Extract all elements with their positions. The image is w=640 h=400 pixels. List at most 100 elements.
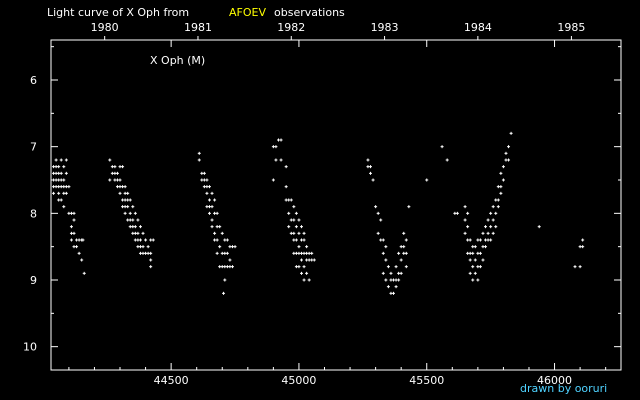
data-point [399, 271, 403, 275]
data-point [471, 265, 475, 269]
data-point [478, 238, 482, 242]
data-point [279, 138, 283, 142]
data-point [113, 178, 117, 182]
data-point [399, 258, 403, 262]
y-tick-label: 7 [30, 141, 37, 154]
data-point [200, 171, 204, 175]
data-point [126, 198, 130, 202]
data-point [279, 158, 283, 162]
data-point [64, 158, 68, 162]
data-point [369, 165, 373, 169]
data-point [67, 185, 71, 189]
data-point [299, 238, 303, 242]
data-point [131, 218, 135, 222]
data-point [445, 158, 449, 162]
data-point [484, 225, 488, 229]
data-point [292, 205, 296, 209]
data-point [52, 191, 56, 195]
chart-title-suffix: observations [274, 6, 345, 19]
data-point [118, 178, 122, 182]
data-point [369, 171, 373, 175]
data-point [146, 251, 150, 255]
data-point [499, 191, 503, 195]
data-point [80, 258, 84, 262]
data-point [228, 265, 232, 269]
series-label: X Oph (M) [150, 54, 205, 67]
data-point [466, 211, 470, 215]
data-point [64, 171, 68, 175]
year-label: 1985 [557, 21, 585, 34]
data-point [149, 258, 153, 262]
data-point [223, 251, 227, 255]
data-point [197, 151, 201, 155]
data-point [381, 271, 385, 275]
data-point [491, 218, 495, 222]
data-point [233, 245, 237, 249]
plot-frame [50, 39, 622, 371]
data-point [476, 238, 480, 242]
data-point [484, 238, 488, 242]
data-point [210, 218, 214, 222]
data-point [200, 178, 204, 182]
data-point [537, 225, 541, 229]
data-point [297, 231, 301, 235]
data-point [64, 185, 68, 189]
data-point [289, 218, 293, 222]
data-point [146, 245, 150, 249]
data-point [77, 251, 81, 255]
data-point [299, 258, 303, 262]
data-point [578, 245, 582, 249]
data-point [57, 198, 61, 202]
data-point [64, 191, 68, 195]
data-point [210, 225, 214, 229]
data-point [75, 245, 79, 249]
data-point [131, 205, 135, 209]
data-point [138, 238, 142, 242]
data-point [294, 211, 298, 215]
y-axis: 6 7 8 9 10 [23, 46, 621, 354]
data-point [62, 205, 66, 209]
data-point [496, 205, 500, 209]
data-point [72, 245, 76, 249]
data-point [118, 185, 122, 189]
data-point [54, 178, 58, 182]
data-point [425, 178, 429, 182]
data-point [366, 165, 370, 169]
x-tick-label: 46000 [537, 374, 572, 387]
data-point [473, 258, 477, 262]
data-point [215, 225, 219, 229]
data-point [274, 158, 278, 162]
data-point [499, 171, 503, 175]
data-point [481, 231, 485, 235]
data-point [379, 238, 383, 242]
data-point [374, 205, 378, 209]
data-point [136, 245, 140, 249]
data-point [305, 245, 309, 249]
data-point [81, 238, 85, 242]
x-tick-label: 45000 [281, 374, 316, 387]
data-point [305, 271, 309, 275]
data-point [573, 265, 577, 269]
data-point [149, 251, 153, 255]
data-point [307, 251, 311, 255]
data-point [294, 238, 298, 242]
data-point [138, 225, 142, 229]
data-point [389, 278, 393, 282]
data-point [215, 238, 219, 242]
data-point [141, 251, 145, 255]
data-point [297, 218, 301, 222]
data-point [210, 191, 214, 195]
data-point [299, 225, 303, 229]
data-point [501, 178, 505, 182]
data-point [121, 198, 125, 202]
data-point [292, 218, 296, 222]
data-point [305, 251, 309, 255]
data-point [376, 231, 380, 235]
data-point [466, 238, 470, 242]
data-point [54, 171, 58, 175]
data-point [218, 245, 222, 249]
data-point [471, 251, 475, 255]
data-point [468, 238, 472, 242]
data-point [118, 165, 122, 169]
